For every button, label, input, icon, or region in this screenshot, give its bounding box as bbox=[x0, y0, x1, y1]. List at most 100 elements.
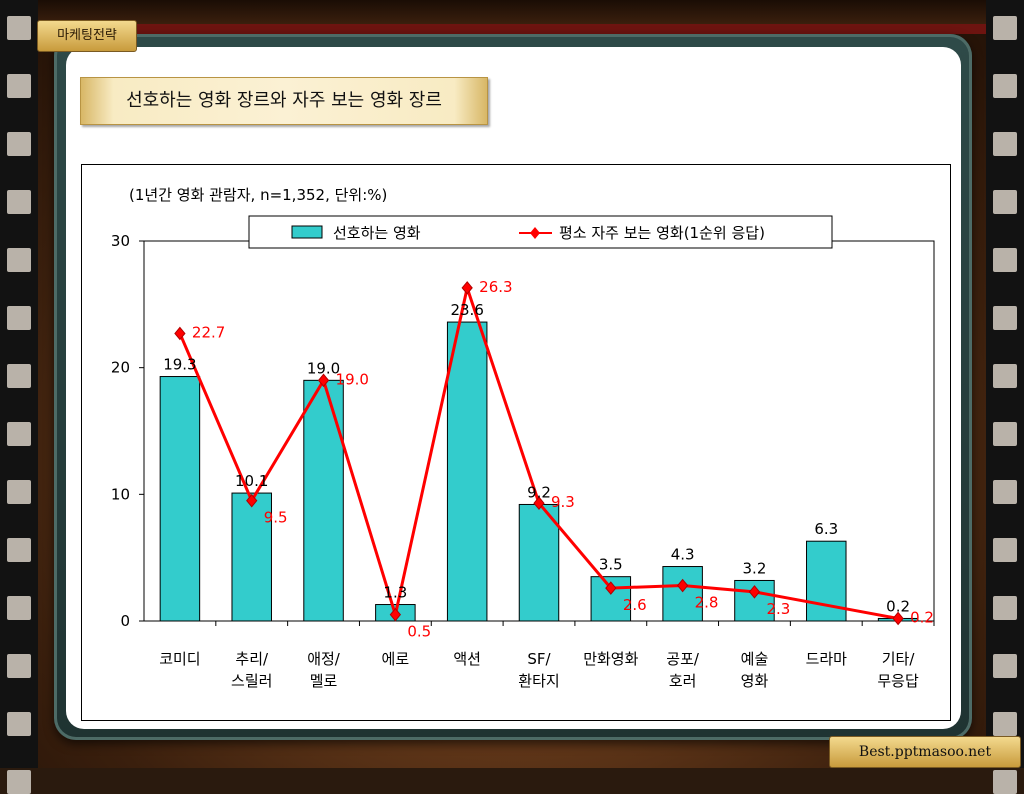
film-hole bbox=[7, 190, 31, 214]
x-tick-label: 에로 bbox=[382, 650, 410, 668]
x-tick-label: 애정/멜로 bbox=[307, 650, 341, 690]
slide-title: 선호하는 영화 장르와 자주 보는 영화 장르 bbox=[80, 77, 488, 125]
film-hole bbox=[7, 654, 31, 678]
film-strip-left bbox=[0, 0, 38, 794]
line-marker bbox=[174, 326, 186, 341]
film-hole bbox=[7, 712, 31, 736]
bar-value-label: 6.3 bbox=[814, 520, 838, 538]
film-hole bbox=[7, 364, 31, 388]
bar bbox=[518, 503, 560, 622]
film-hole bbox=[7, 538, 31, 562]
x-tick-label: 예술 영화 bbox=[741, 650, 769, 690]
bar bbox=[231, 492, 272, 622]
red-band bbox=[38, 24, 986, 34]
line-value-label: 2.8 bbox=[695, 594, 719, 612]
film-hole bbox=[993, 364, 1017, 388]
line-value-label: 19.0 bbox=[336, 370, 369, 388]
chart-subtitle: (1년간 영화 관람자, n=1,352, 단위:%) bbox=[129, 186, 387, 204]
film-hole bbox=[993, 190, 1017, 214]
line-marker bbox=[676, 578, 689, 593]
line-value-label: 9.3 bbox=[551, 493, 575, 511]
x-tick-label: 드라마 bbox=[806, 650, 848, 668]
bar-series bbox=[159, 321, 919, 622]
bar-value-label: 3.2 bbox=[743, 559, 767, 577]
film-hole bbox=[993, 132, 1017, 156]
line-marker bbox=[748, 585, 761, 599]
bar bbox=[662, 566, 703, 622]
bar-value-label: 4.3 bbox=[671, 546, 695, 564]
legend-label-line: 평소 자주 보는 영화(1순위 응답) bbox=[559, 224, 765, 242]
data-labels: 19.3 10.1 19.0 1.3 23.6 9.2 3.5 4.3 3.2 6.3 0.2 22.… bbox=[163, 278, 934, 641]
film-hole bbox=[7, 422, 31, 446]
line-series bbox=[174, 281, 904, 626]
legend-label-bar: 선호하는 영화 bbox=[333, 224, 421, 242]
y-tick-label: 0 bbox=[120, 612, 130, 630]
film-hole bbox=[993, 16, 1017, 40]
film-hole bbox=[993, 306, 1017, 330]
bar-value-label: 19.3 bbox=[163, 356, 196, 374]
chart-container: (1년간 영화 관람자, n=1,352, 단위:%) 0 10 20 30 코미디 추리… bbox=[81, 164, 951, 721]
x-tick-label: SF/환타지 bbox=[518, 650, 559, 690]
chart-legend: 선호하는 영화 평소 자주 보는 영화(1순위 응답) bbox=[248, 215, 833, 249]
bar-value-label: 3.5 bbox=[599, 556, 623, 574]
bar-value-label: 23.6 bbox=[450, 301, 483, 319]
film-hole bbox=[7, 74, 31, 98]
top-bar bbox=[38, 0, 986, 24]
line-marker bbox=[389, 607, 402, 622]
film-hole bbox=[7, 16, 31, 40]
legend-swatch-bar bbox=[291, 225, 323, 239]
line-value-label: 2.6 bbox=[623, 596, 647, 614]
film-hole bbox=[993, 538, 1017, 562]
x-tick-label: 액션 bbox=[453, 650, 481, 668]
film-hole bbox=[7, 306, 31, 330]
line-marker bbox=[246, 493, 258, 508]
line-marker bbox=[892, 611, 904, 626]
line-marker bbox=[317, 373, 330, 388]
line-marker bbox=[461, 281, 473, 295]
y-tick-label: 30 bbox=[111, 232, 130, 250]
film-hole bbox=[993, 654, 1017, 678]
bar-value-label: 9.2 bbox=[527, 483, 551, 501]
film-hole bbox=[7, 248, 31, 272]
section-tag: 마케팅전략 bbox=[37, 20, 137, 52]
bar bbox=[159, 376, 201, 622]
bar-value-label: 1.3 bbox=[383, 584, 407, 602]
y-tick-label: 10 bbox=[111, 485, 130, 503]
line-value-label: 9.5 bbox=[264, 509, 288, 527]
line-marker bbox=[605, 581, 617, 595]
x-tick-label: 코미디 bbox=[159, 650, 200, 668]
x-tick-label: 기타/무응답 bbox=[877, 650, 919, 690]
bar-value-label: 19.0 bbox=[307, 359, 340, 377]
bar-value-label: 0.2 bbox=[886, 597, 910, 615]
bar bbox=[590, 576, 632, 622]
film-hole bbox=[993, 712, 1017, 736]
film-strip-right bbox=[986, 0, 1024, 794]
film-hole bbox=[993, 74, 1017, 98]
film-hole bbox=[993, 596, 1017, 620]
line-path bbox=[178, 282, 899, 621]
bar-value-label: 10.1 bbox=[235, 472, 268, 490]
bar bbox=[303, 379, 344, 622]
line-value-label: 2.3 bbox=[766, 600, 790, 618]
y-tick-label: 20 bbox=[111, 359, 130, 377]
film-hole bbox=[993, 248, 1017, 272]
line-value-label: 26.3 bbox=[479, 278, 512, 296]
film-hole bbox=[993, 422, 1017, 446]
film-hole bbox=[993, 480, 1017, 504]
line-value-label: 0.2 bbox=[910, 608, 934, 626]
line-marker bbox=[533, 496, 545, 510]
film-hole bbox=[7, 480, 31, 504]
x-tick-label: 추리/스릴러 bbox=[231, 650, 272, 690]
bar bbox=[446, 321, 488, 622]
combo-chart: (1년간 영화 관람자, n=1,352, 단위:%) 0 10 20 30 코미디 추리… bbox=[111, 186, 935, 690]
footer-credit: Best.pptmasoo.net bbox=[829, 736, 1021, 768]
film-hole bbox=[7, 596, 31, 620]
x-tick-label: 만화영화 bbox=[583, 650, 638, 668]
film-hole bbox=[7, 770, 31, 794]
film-hole bbox=[7, 132, 31, 156]
x-tick-label: 공포/호러 bbox=[666, 650, 700, 690]
legend-marker bbox=[530, 227, 540, 239]
line-value-label: 22.7 bbox=[192, 323, 225, 341]
film-hole bbox=[993, 770, 1017, 794]
line-value-label: 0.5 bbox=[407, 623, 431, 641]
